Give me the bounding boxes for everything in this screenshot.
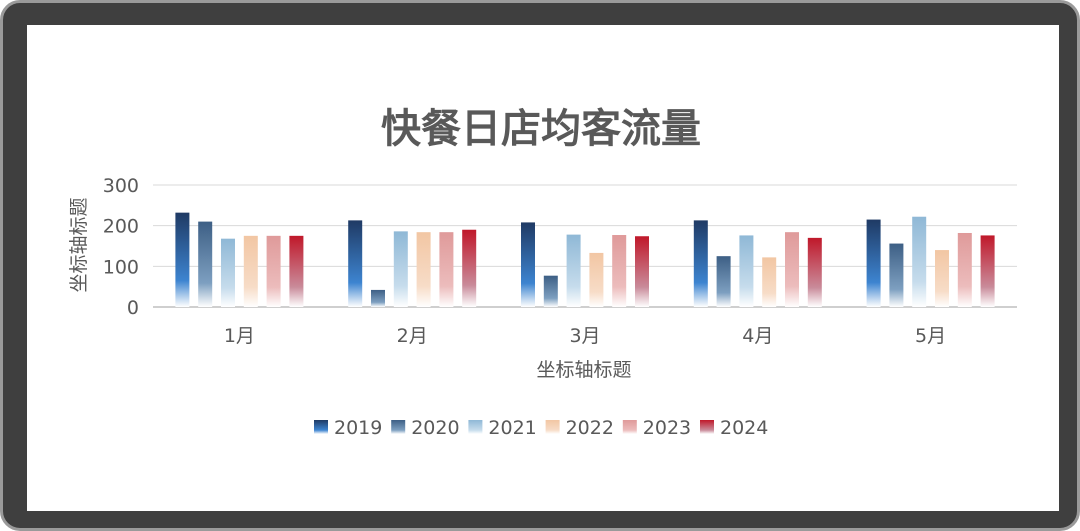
bar-2020-1 xyxy=(371,289,385,307)
bar-2021-1 xyxy=(393,231,408,307)
legend-label: 2023 xyxy=(643,417,691,439)
chart-card: 快餐日店均客流量 0 100 200 300 1月 2月 3月 4月 5月 坐标轴标题 坐标轴… xyxy=(27,25,1059,511)
legend-item: 2024 xyxy=(700,417,768,439)
bar-2020-0 xyxy=(198,221,213,307)
bar-2024-3 xyxy=(807,237,822,307)
y-tick-label: 200 xyxy=(103,216,139,238)
bar-2021-4 xyxy=(912,216,927,307)
legend-label: 2024 xyxy=(720,417,768,439)
bar-2024-1 xyxy=(462,229,477,307)
legend-swatch xyxy=(545,420,560,434)
legend-item: 2022 xyxy=(545,417,614,439)
bar-2020-4 xyxy=(889,243,904,307)
bar-2019-4 xyxy=(866,219,881,307)
y-axis-title: 坐标轴标题 xyxy=(68,197,90,292)
bar-2019-1 xyxy=(348,220,363,307)
legend-label: 2020 xyxy=(411,417,459,439)
x-tick-label: 5月 xyxy=(915,325,946,347)
bar-2019-0 xyxy=(175,212,190,307)
bar-chart: 快餐日店均客流量 0 100 200 300 1月 2月 3月 4月 5月 坐标轴标题 坐标轴… xyxy=(68,106,1017,439)
legend-item: 2020 xyxy=(391,417,460,439)
bar-2022-3 xyxy=(762,257,777,307)
legend-item: 2021 xyxy=(468,417,537,439)
bar-2023-2 xyxy=(612,235,627,307)
bar-2019-2 xyxy=(521,222,535,307)
x-tick-label: 1月 xyxy=(224,325,255,347)
bar-2023-3 xyxy=(785,232,799,307)
y-tick-label: 300 xyxy=(103,175,139,197)
x-tick-label: 3月 xyxy=(569,325,600,347)
chart-title: 快餐日店均客流量 xyxy=(381,106,701,152)
bar-2020-2 xyxy=(543,275,558,307)
bar-2022-4 xyxy=(935,250,949,307)
bar-2023-1 xyxy=(439,232,454,307)
x-tick-label: 4月 xyxy=(742,325,773,347)
y-tick-labels: 0 100 200 300 xyxy=(103,175,139,319)
x-tick-label: 2月 xyxy=(397,325,428,347)
legend-label: 2022 xyxy=(566,417,614,439)
legend-swatch xyxy=(468,420,483,434)
bar-2022-1 xyxy=(416,232,431,307)
legend-swatch xyxy=(700,420,714,434)
legend-label: 2021 xyxy=(488,417,536,439)
bar-2023-0 xyxy=(266,235,281,307)
legend-label: 2019 xyxy=(334,417,382,439)
bar-2020-3 xyxy=(716,256,731,307)
legend: 2019 2020 2021 2022 2023 2024 xyxy=(314,417,768,439)
bar-2022-0 xyxy=(243,235,258,307)
legend-swatch xyxy=(391,420,406,434)
gridlines xyxy=(153,184,1017,308)
legend-item: 2019 xyxy=(314,417,382,439)
bar-2021-3 xyxy=(739,235,754,307)
bar-2023-4 xyxy=(957,232,972,307)
bar-2024-0 xyxy=(289,235,304,307)
y-tick-label: 0 xyxy=(127,297,139,319)
y-tick-label: 100 xyxy=(103,256,139,278)
legend-swatch xyxy=(314,420,328,434)
bar-series xyxy=(175,212,995,307)
x-tick-labels: 1月 2月 3月 4月 5月 xyxy=(224,325,946,347)
bar-2024-2 xyxy=(635,236,649,307)
bar-2019-3 xyxy=(693,220,708,307)
legend-item: 2023 xyxy=(622,417,691,439)
bar-2024-4 xyxy=(980,235,995,307)
legend-swatch xyxy=(622,420,637,434)
bar-2021-2 xyxy=(566,234,581,307)
bar-2021-0 xyxy=(221,238,235,307)
bar-2022-2 xyxy=(589,252,604,307)
x-axis-title: 坐标轴标题 xyxy=(536,359,631,381)
